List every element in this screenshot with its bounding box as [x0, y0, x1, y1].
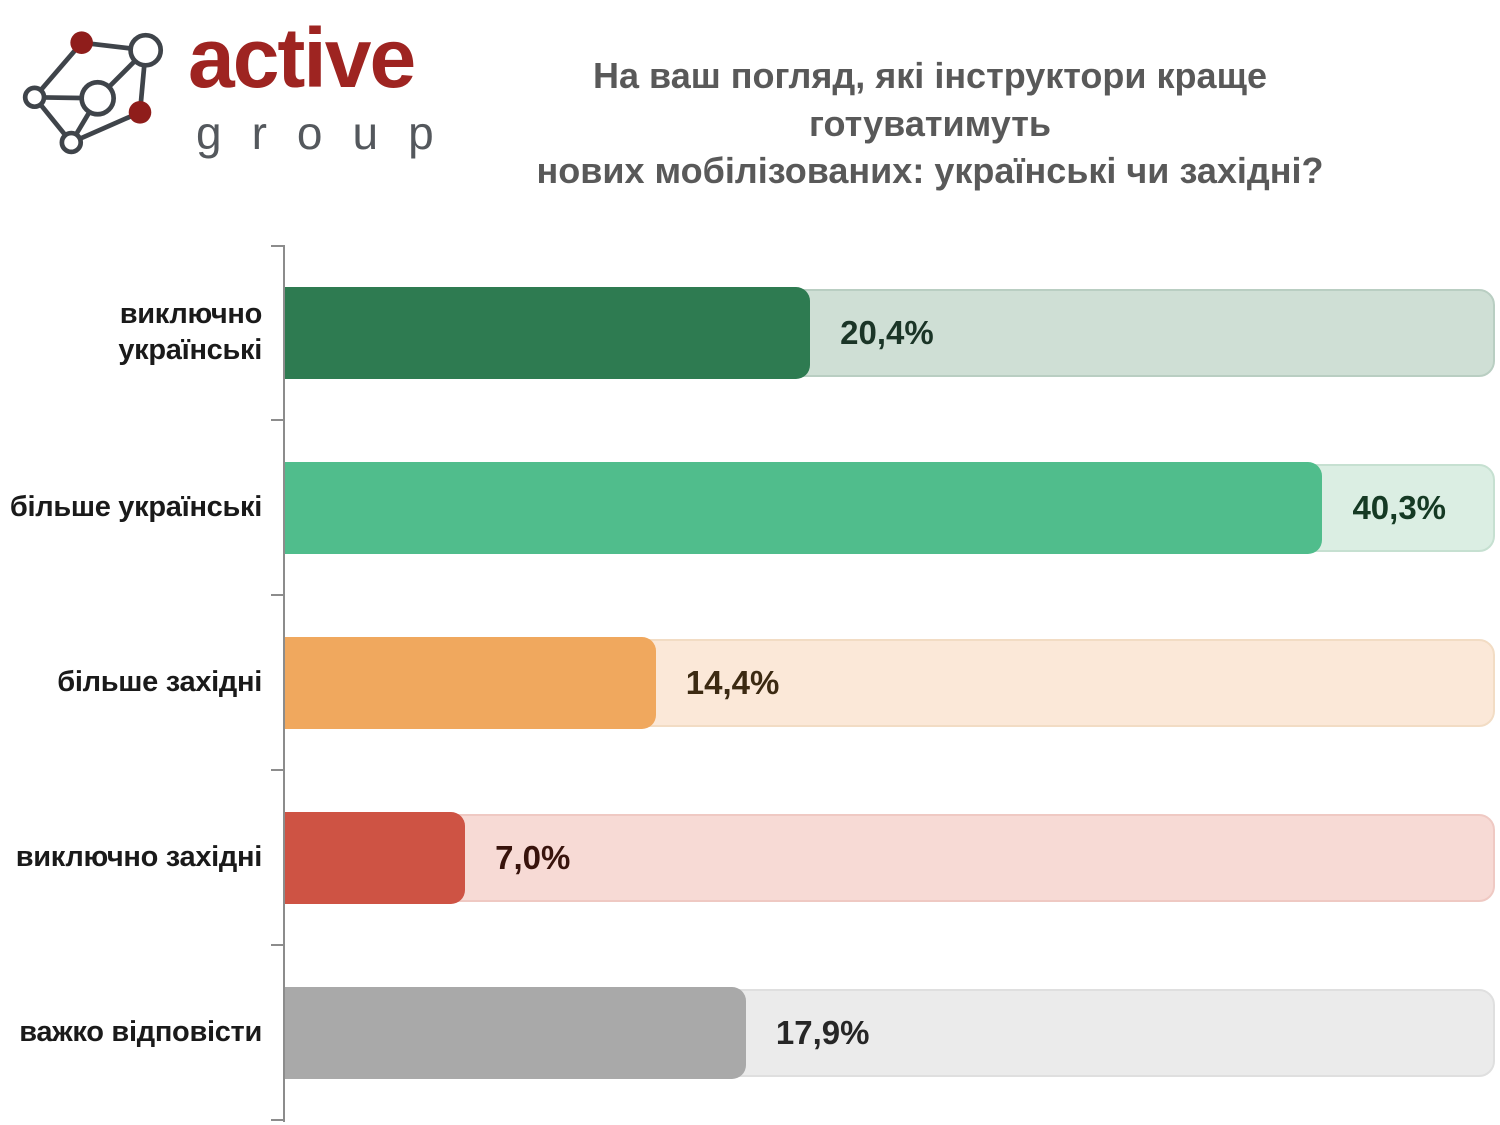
- category-label: виключно західні: [15, 840, 263, 873]
- bar-row-viklyuchno-ukrainski: виключно українські 20,4%: [0, 245, 1495, 420]
- bar-track-area: 17,9%: [285, 945, 1495, 1120]
- bar-row-vazhko-vidpovisty: важко відповісти 17,9%: [0, 945, 1495, 1120]
- bar-track-area: 7,0%: [285, 770, 1495, 945]
- bar-row-bilshe-ukrainski: більше українські 40,3%: [0, 420, 1495, 595]
- category-label: більше українські: [9, 490, 262, 523]
- value-label: 40,3%: [1352, 488, 1447, 526]
- category-label: більше західні: [57, 665, 262, 698]
- value-label: 17,9%: [775, 1013, 870, 1051]
- category-label: важко відповісти: [19, 1015, 262, 1048]
- bar-track-area: 40,3%: [285, 420, 1495, 595]
- axis-tick: [271, 769, 283, 771]
- axis-tick: [271, 944, 283, 946]
- bar-track-area: 14,4%: [285, 595, 1495, 770]
- logo-sub-text: group: [196, 107, 464, 159]
- bar-chart: виключно українські 20,4% більше українс…: [0, 245, 1495, 1122]
- bar-fill: [285, 286, 811, 379]
- axis-tick: [271, 419, 283, 421]
- value-label: 14,4%: [685, 663, 780, 701]
- chart-title-line2: нових мобілізованих: українські чи захід…: [536, 150, 1324, 192]
- bar-fill: [285, 986, 746, 1079]
- bar-fill: [285, 636, 656, 729]
- network-graph-icon: [12, 6, 172, 171]
- bar-row-bilshe-zakhidni: більше західні 14,4%: [0, 595, 1495, 770]
- value-label: 7,0%: [495, 838, 571, 876]
- bar-track: [285, 813, 1495, 902]
- bar-row-viklyuchno-zakhidni: виключно західні 7,0%: [0, 770, 1495, 945]
- axis-tick: [271, 1119, 283, 1121]
- value-label: 20,4%: [840, 313, 934, 351]
- logo-brand-text: active: [188, 11, 416, 105]
- axis-tick: [271, 594, 283, 596]
- axis-tick: [271, 245, 283, 247]
- y-axis-line: [283, 245, 285, 1122]
- logo-wordmark: active group: [188, 16, 464, 156]
- bar-fill: [285, 811, 466, 904]
- bar-fill: [285, 461, 1323, 554]
- chart-title-line1: На ваш погляд, які інструктори краще гот…: [593, 55, 1267, 144]
- bar-rows: виключно українські 20,4% більше українс…: [0, 245, 1495, 1120]
- chart-title: На ваш погляд, які інструктори краще гот…: [500, 52, 1360, 195]
- category-label: виключно українські: [118, 298, 262, 366]
- bar-track-area: 20,4%: [285, 245, 1495, 420]
